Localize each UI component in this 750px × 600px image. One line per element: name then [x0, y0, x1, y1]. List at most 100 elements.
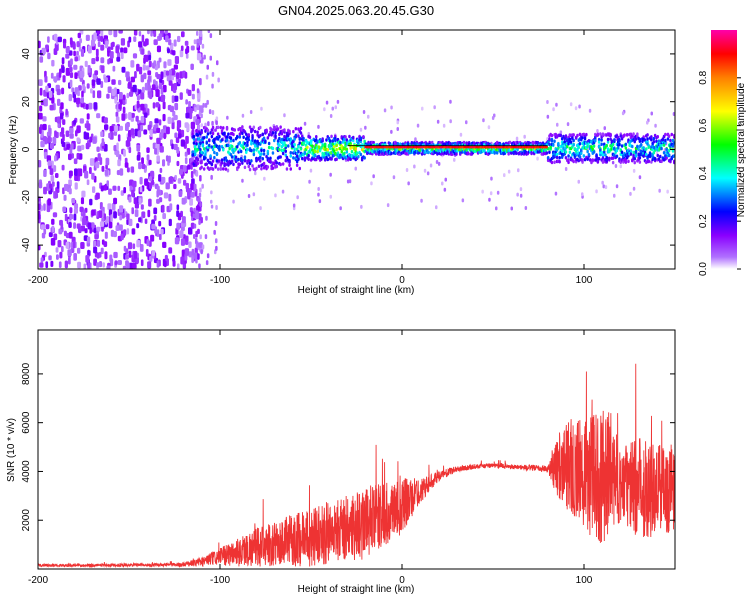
heatmap-cell	[86, 113, 90, 120]
heatmap-cell	[143, 167, 147, 173]
heatmap-cell	[566, 144, 569, 149]
heatmap-cell	[141, 157, 144, 165]
heatmap-cell	[146, 147, 150, 153]
heatmap-cell	[150, 170, 155, 178]
heatmap-cell	[107, 203, 112, 211]
heatmap-cell	[344, 135, 347, 139]
heatmap-cell	[309, 141, 313, 145]
heatmap-cell	[174, 56, 180, 64]
heatmap-cell	[557, 142, 560, 146]
heatmap-cell	[211, 147, 215, 152]
heatmap-cell	[229, 136, 233, 140]
heatmap-cell	[363, 156, 366, 160]
heatmap-cell	[597, 157, 601, 161]
heatmap-cell	[262, 152, 266, 156]
heatmap-cell	[232, 199, 235, 204]
heatmap-cell	[76, 125, 81, 134]
heatmap-cell	[77, 90, 80, 97]
heatmap-cell	[116, 56, 121, 62]
heatmap-cell	[96, 113, 101, 119]
heatmap-cell	[104, 169, 109, 176]
heatmap-cell	[581, 158, 584, 162]
heatmap-cell	[193, 39, 197, 45]
heatmap-cell	[178, 133, 182, 139]
heatmap-cell	[652, 151, 656, 155]
heatmap-cell	[115, 111, 119, 118]
heatmap-cell	[125, 123, 129, 132]
heatmap-cell	[198, 263, 201, 269]
snr-y-tick-label: 8000	[21, 362, 32, 385]
heatmap-cell	[631, 144, 634, 149]
heatmap-cell	[578, 132, 582, 137]
heatmap-cell	[632, 186, 636, 191]
heatmap-cell	[435, 160, 439, 164]
heatmap-cell	[568, 150, 572, 154]
heatmap-cell	[145, 38, 149, 46]
heatmap-cell	[433, 105, 436, 110]
heatmap-cell	[303, 151, 307, 155]
heatmap-cell	[38, 213, 41, 220]
heatmap-cell	[111, 79, 116, 85]
heatmap-cell	[321, 144, 324, 148]
heatmap-cell	[176, 72, 180, 80]
heatmap-cell	[156, 45, 161, 53]
heatmap-cell	[159, 233, 162, 241]
heatmap-cell	[418, 150, 421, 155]
heatmap-cell	[126, 228, 130, 235]
heatmap-cell	[61, 141, 66, 148]
heatmap-cell	[194, 144, 197, 149]
heatmap-cell	[193, 252, 198, 260]
heatmap-cell	[207, 121, 210, 127]
heatmap-cell	[169, 106, 174, 113]
colorbar-tick-label: 0.6	[698, 118, 709, 132]
heatmap-cell	[259, 125, 262, 130]
heatmap-cell	[586, 149, 589, 154]
heatmap-cell	[218, 135, 221, 139]
heatmap-cell	[123, 187, 127, 194]
heatmap-cell	[303, 121, 307, 126]
heatmap-cell	[76, 137, 80, 143]
heatmap-y-ticks: -40 -20 0 20 40	[21, 48, 675, 252]
heatmap-cell	[76, 152, 80, 160]
heatmap-cell	[94, 252, 100, 258]
heatmap-cell	[200, 123, 203, 128]
heatmap-cell	[158, 82, 163, 90]
heatmap-cell	[269, 159, 272, 163]
heatmap-cell	[182, 216, 186, 224]
heatmap-cell	[100, 81, 104, 88]
heatmap-cell	[420, 198, 423, 203]
heatmap-cell	[159, 167, 163, 173]
heatmap-cell	[199, 30, 203, 37]
heatmap-cell	[69, 133, 74, 139]
heatmap-cell	[211, 120, 214, 126]
heatmap-cell	[47, 160, 52, 166]
heatmap-cell	[238, 135, 242, 139]
heatmap-cell	[144, 178, 149, 186]
heatmap-cell	[283, 141, 286, 145]
heatmap-cell	[171, 143, 174, 150]
heatmap-cell	[39, 262, 44, 268]
heatmap-cell	[209, 33, 213, 39]
heatmap-cell	[554, 191, 558, 196]
heatmap-cell	[247, 194, 251, 198]
heatmap-cell	[449, 119, 452, 124]
heatmap-cell	[567, 160, 570, 165]
heatmap-cell	[191, 129, 194, 134]
heatmap-cell	[488, 197, 491, 202]
heatmap-cell	[47, 36, 50, 43]
heatmap-cell	[143, 72, 147, 80]
heatmap-cell	[634, 137, 638, 141]
heatmap-cell	[80, 49, 85, 57]
heatmap-cell	[160, 94, 166, 103]
heatmap-cell	[197, 137, 201, 141]
heatmap-cell	[105, 40, 109, 49]
heatmap-cell	[230, 144, 234, 149]
heatmap-cell	[491, 116, 495, 120]
heatmap-cell	[171, 117, 175, 123]
heatmap-cell	[150, 30, 153, 37]
heatmap-cell	[210, 174, 213, 180]
heatmap-cell	[38, 160, 42, 168]
heatmap-cell	[629, 191, 632, 196]
heatmap-cell	[213, 155, 216, 160]
heatmap-cell	[96, 146, 100, 152]
